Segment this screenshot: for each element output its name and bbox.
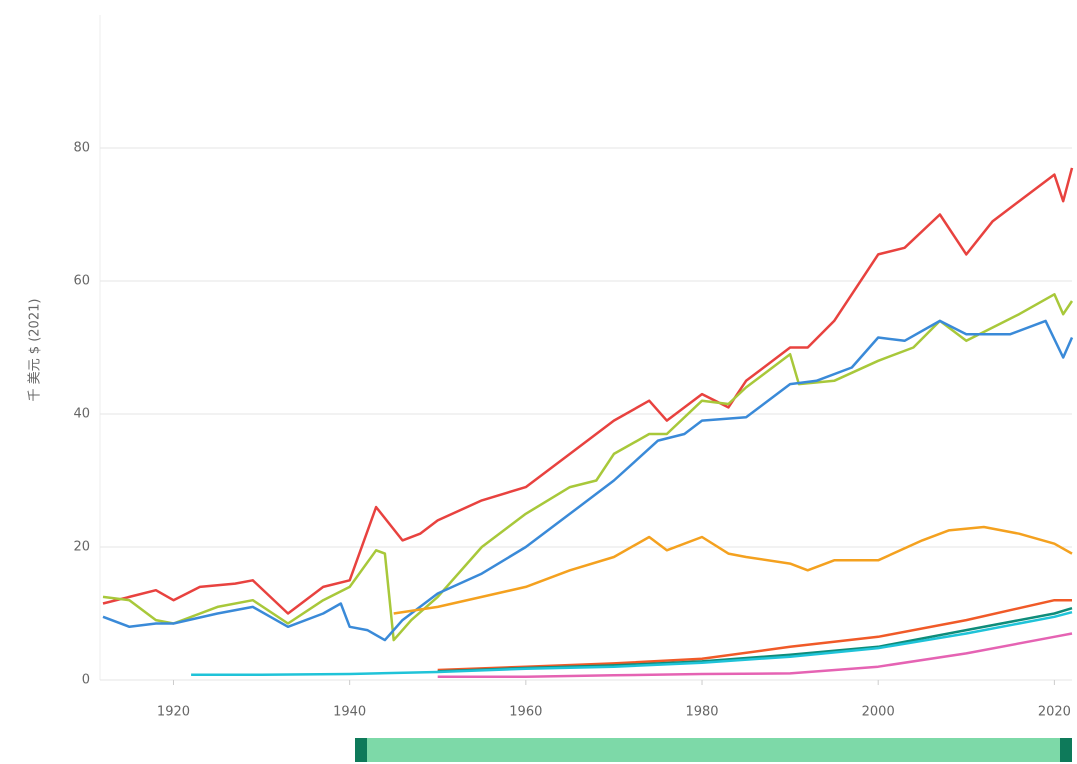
line bbox=[102, 167, 1074, 615]
line bbox=[102, 319, 1074, 642]
y-tick-label: 20 bbox=[73, 540, 90, 555]
y-axis-label: 千 美元 $ (2021) bbox=[28, 299, 43, 402]
x-tick-label: 2020 bbox=[1038, 705, 1071, 720]
x-tick-label: 1940 bbox=[333, 705, 366, 720]
y-tick-label: 80 bbox=[73, 141, 90, 156]
y-tick-label: 60 bbox=[73, 274, 90, 289]
line bbox=[393, 525, 1073, 615]
range-slider[interactable] bbox=[355, 738, 1070, 762]
y-tick-label: 40 bbox=[73, 407, 90, 422]
slider-handle[interactable] bbox=[1060, 738, 1072, 762]
x-tick-label: 1980 bbox=[685, 705, 718, 720]
slider-handle[interactable] bbox=[355, 738, 367, 762]
line bbox=[191, 610, 1073, 676]
y-tick-label: 0 bbox=[82, 673, 90, 688]
line bbox=[102, 293, 1074, 642]
line bbox=[437, 598, 1072, 672]
x-tick-label: 2000 bbox=[862, 705, 895, 720]
x-tick-label: 1960 bbox=[509, 705, 542, 720]
line bbox=[437, 632, 1073, 678]
x-tick-label: 1920 bbox=[157, 705, 190, 720]
